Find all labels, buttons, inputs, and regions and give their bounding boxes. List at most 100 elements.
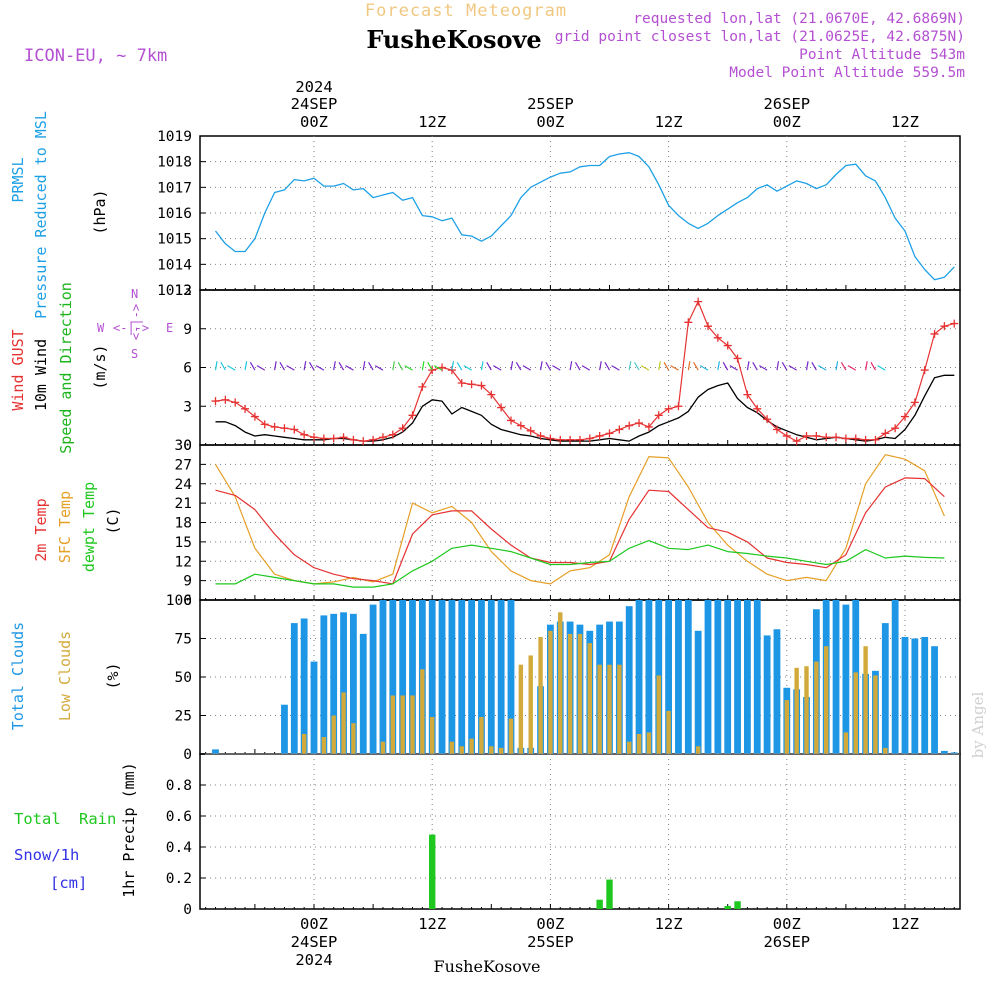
wind-gust-marker xyxy=(507,416,515,425)
wind-direction-arrow xyxy=(220,361,226,371)
wind-direction-arrow xyxy=(699,365,709,371)
wind-gust-marker xyxy=(723,341,732,350)
wind-gust-marker xyxy=(891,424,900,433)
wind-gust-marker xyxy=(930,329,939,338)
precip-units-label: 1hr Precip (mm) xyxy=(120,762,138,897)
total-cloud-bar xyxy=(911,638,919,754)
total-cloud-bar xyxy=(773,629,781,754)
cloud-tick-label: 100 xyxy=(166,593,192,609)
chart-title: Forecast Meteogram xyxy=(365,1,567,21)
total-cloud-bar xyxy=(389,600,397,754)
total-cloud-bar xyxy=(635,600,643,754)
total-cloud-bar xyxy=(438,600,446,754)
wind-gust-marker xyxy=(615,425,624,434)
wind-direction-arrow xyxy=(404,365,413,371)
top-time-label: 12Z xyxy=(655,113,683,131)
pressure-tick-label: 1019 xyxy=(157,129,192,145)
wind-10m-label: 10m Wind xyxy=(32,339,50,411)
wind-direction-arrow xyxy=(752,361,758,371)
wind-gust-marker xyxy=(772,425,781,434)
wind-gust-marker xyxy=(910,398,919,407)
low-cloud-bar xyxy=(548,630,553,754)
wind-direction-arrow xyxy=(722,361,729,371)
low-cloud-bar xyxy=(863,646,868,754)
wind-gust-marker xyxy=(901,412,909,421)
total-cloud-bar xyxy=(714,600,722,754)
wind-gust-marker xyxy=(585,434,594,443)
model-point-altitude: Model Point Altitude 559.5m xyxy=(729,65,965,81)
top-time-label: 12Z xyxy=(418,113,446,131)
wind-gust-label: Wind GUST xyxy=(9,329,27,410)
wind-direction-arrow xyxy=(539,361,543,371)
wind-direction-arrow xyxy=(256,365,266,371)
wind-gust-marker xyxy=(566,435,575,444)
wind-direction-arrow xyxy=(729,365,738,371)
wind-gust-marker xyxy=(359,437,368,446)
closest-coords: grid point closest lon,lat (21.0625E, 42… xyxy=(555,29,965,45)
low-cloud-bar xyxy=(617,664,622,754)
total-cloud-bar xyxy=(409,600,416,754)
wind-gust-line xyxy=(215,301,955,442)
wind-direction-arrow xyxy=(333,361,336,371)
temp-tick-label: 27 xyxy=(175,457,192,473)
compass-south: S xyxy=(131,347,138,361)
wind-gust-marker xyxy=(625,421,634,430)
wind-direction-arrow xyxy=(663,361,670,371)
low-cloud-bar xyxy=(567,633,573,754)
total-clouds-label: Total Clouds xyxy=(9,622,27,730)
low-cloud-bar xyxy=(656,675,661,754)
total-cloud-bar xyxy=(399,600,407,754)
pressure-label-long: Pressure Reduced to MSL xyxy=(32,111,50,319)
cloud-tick-label: 25 xyxy=(175,709,192,725)
precip-tick-label: 0 xyxy=(183,902,192,918)
total-cloud-bar xyxy=(310,661,318,754)
rain-bar xyxy=(606,879,613,909)
top-date-label: 25SEP xyxy=(527,95,574,113)
wind-direction-arrow xyxy=(463,365,472,371)
wind-direction-arrow xyxy=(604,361,611,371)
total-cloud-bar xyxy=(950,752,958,754)
bottom-time-label: 12Z xyxy=(891,915,919,933)
wind-direction-arrow xyxy=(451,361,455,371)
low-cloud-bar xyxy=(518,664,524,754)
wind-direction-arrow xyxy=(433,365,443,371)
bottom-time-label: 00Z xyxy=(536,915,564,933)
precip-tick-label: 0.4 xyxy=(166,840,192,856)
temp-sfc-label: SFC Temp xyxy=(56,491,74,563)
wind-gust-marker xyxy=(713,333,722,342)
wind-gust-marker xyxy=(241,404,250,413)
wind-direction-arrow xyxy=(687,361,691,371)
wind-direction-arrow xyxy=(244,361,248,371)
wind-direction-arrow xyxy=(397,361,404,371)
pressure-tick-label: 1013 xyxy=(157,283,192,299)
top-time-label: 12Z xyxy=(891,113,919,131)
wind-gust-marker xyxy=(211,397,220,406)
total-cloud-bar xyxy=(704,600,712,754)
total-cloud-bar xyxy=(832,600,840,754)
wind-speed-line xyxy=(215,374,955,442)
top-time-label: 00Z xyxy=(536,113,564,131)
wind-direction-arrow xyxy=(835,361,839,371)
temp-tick-label: 12 xyxy=(175,554,192,570)
total-cloud-bar xyxy=(497,600,505,754)
wind-gust-marker xyxy=(920,366,929,375)
wind-direction-arrow xyxy=(315,365,325,371)
wind-gust-marker xyxy=(792,437,801,446)
wind-direction-arrow xyxy=(717,361,721,371)
top-time-label: 00Z xyxy=(773,113,801,131)
temp-tick-label: 9 xyxy=(183,574,192,590)
wind-direction-arrow xyxy=(456,361,463,371)
wind-gust-marker xyxy=(595,431,604,440)
wind-gust-marker xyxy=(438,363,447,372)
top-date-label: 24SEP xyxy=(291,95,338,113)
wind-gust-marker xyxy=(349,435,358,444)
wind-direction-arrow xyxy=(515,361,522,371)
wind-gust-marker xyxy=(782,431,791,440)
total-cloud-bar xyxy=(290,623,298,754)
wind-gust-marker xyxy=(280,424,289,433)
wind-direction-arrow xyxy=(634,361,640,371)
wind-direction-arrow xyxy=(392,361,395,371)
wind-gust-marker xyxy=(684,318,693,327)
precip-tick-label: 0.2 xyxy=(166,871,192,887)
wind-gust-marker xyxy=(861,435,870,444)
